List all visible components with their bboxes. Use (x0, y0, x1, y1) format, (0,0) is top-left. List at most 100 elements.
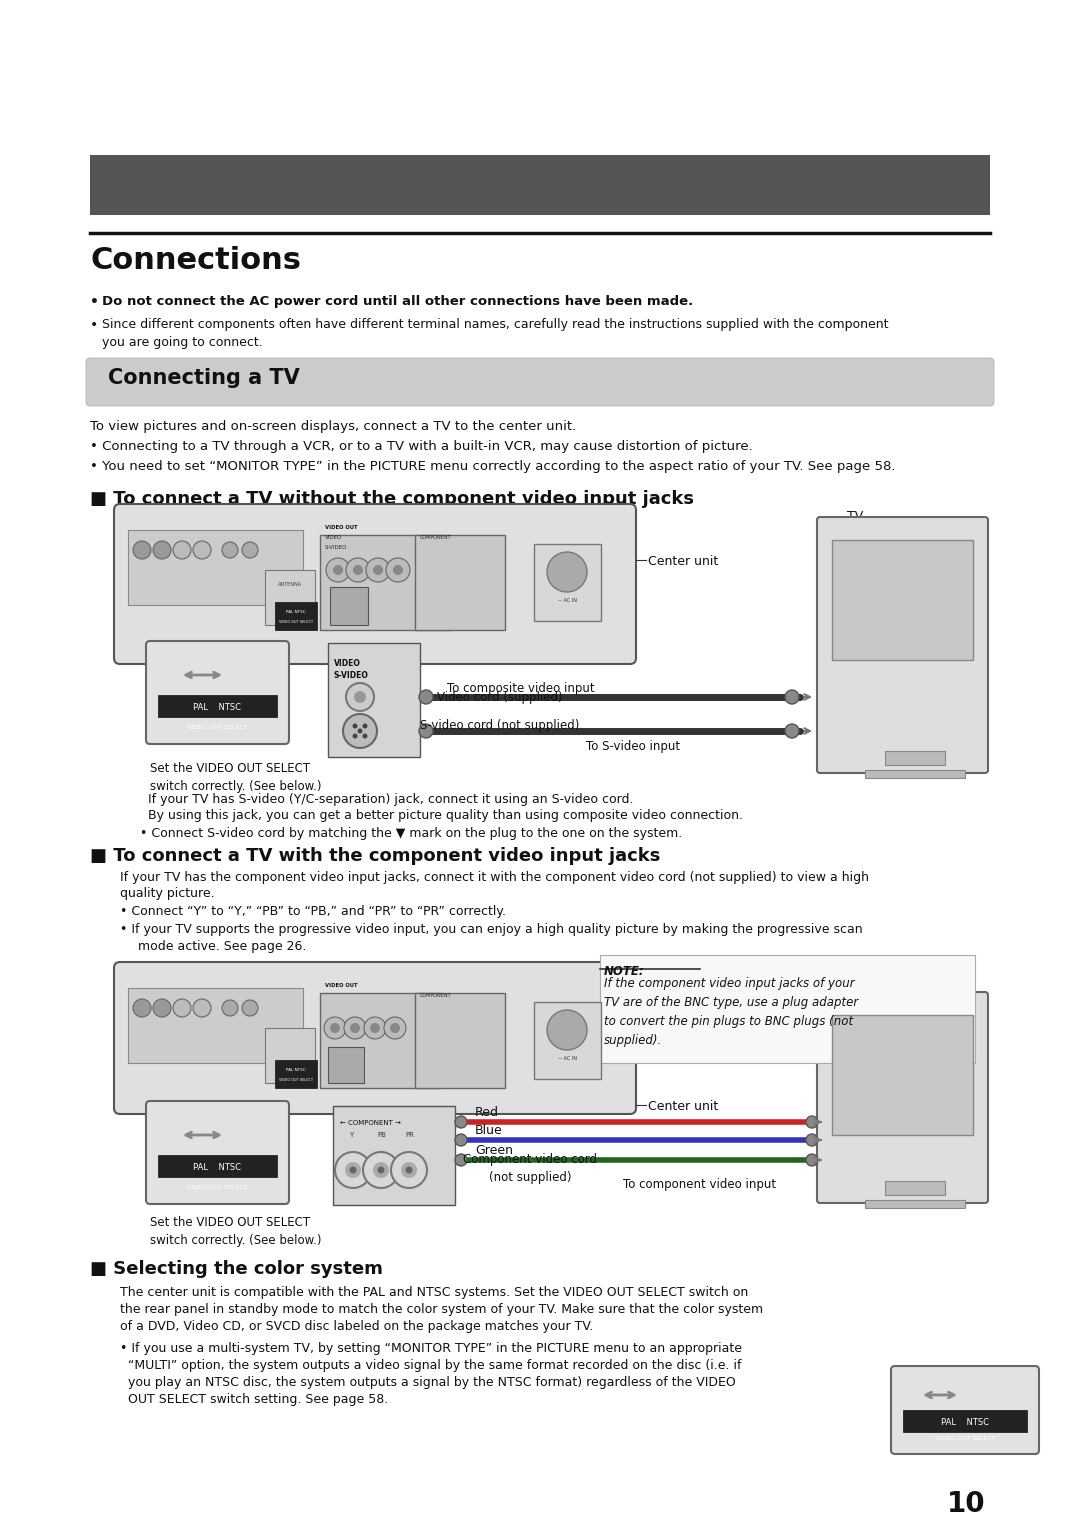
Text: PAL    NTSC: PAL NTSC (193, 1164, 241, 1173)
FancyBboxPatch shape (146, 641, 289, 745)
Circle shape (153, 998, 171, 1017)
Bar (903, 1410, 1027, 1433)
Circle shape (370, 1023, 380, 1034)
Circle shape (419, 725, 433, 739)
Text: If the component video input jacks of your: If the component video input jacks of yo… (604, 977, 854, 989)
Bar (865, 1200, 966, 1208)
Circle shape (363, 1151, 399, 1188)
Circle shape (393, 566, 403, 575)
Text: supplied).: supplied). (604, 1034, 662, 1047)
Text: PAL NTSC: PAL NTSC (286, 610, 306, 615)
Circle shape (352, 734, 357, 739)
Circle shape (173, 998, 191, 1017)
Circle shape (363, 734, 367, 739)
Circle shape (335, 1151, 372, 1188)
Circle shape (350, 1023, 360, 1034)
Text: To component video input: To component video input (623, 1177, 777, 1191)
Bar (330, 587, 368, 625)
Bar (90, 154, 990, 216)
Circle shape (806, 1116, 818, 1128)
Bar (600, 956, 975, 1063)
Text: ■ To connect a TV without the component video input jacks: ■ To connect a TV without the component … (90, 489, 694, 508)
Circle shape (546, 1011, 588, 1050)
Text: If your TV has the component video input jacks, connect it with the component vi: If your TV has the component video input… (120, 872, 869, 884)
Circle shape (405, 1167, 413, 1173)
Circle shape (346, 558, 370, 583)
Bar (275, 1060, 318, 1089)
Circle shape (222, 1000, 238, 1015)
Text: VIDEO OUT: VIDEO OUT (325, 524, 357, 531)
Text: Component video cord
(not supplied): Component video cord (not supplied) (463, 1153, 597, 1183)
Text: Do not connect the AC power cord until all other connections have been made.: Do not connect the AC power cord until a… (102, 295, 693, 307)
Bar (885, 751, 945, 764)
Circle shape (391, 1151, 427, 1188)
Circle shape (326, 558, 350, 583)
Bar (415, 535, 505, 630)
Circle shape (785, 690, 799, 703)
Circle shape (390, 1023, 400, 1034)
Text: ■ Selecting the color system: ■ Selecting the color system (90, 1260, 383, 1278)
Text: If your TV has S-video (Y/C-separation) jack, connect it using an S-video cord.: If your TV has S-video (Y/C-separation) … (140, 794, 634, 806)
Bar (275, 602, 318, 630)
Circle shape (455, 1154, 467, 1167)
Text: VIDEO OUT SELECT: VIDEO OUT SELECT (279, 1078, 313, 1083)
Text: ← COMPONENT →: ← COMPONENT → (340, 1121, 401, 1125)
Bar (158, 1154, 276, 1177)
Circle shape (455, 1116, 467, 1128)
Bar (832, 1015, 973, 1135)
Text: Center unit: Center unit (648, 1099, 718, 1113)
Circle shape (345, 1017, 366, 1040)
Text: of a DVD, Video CD, or SVCD disc labeled on the package matches your TV.: of a DVD, Video CD, or SVCD disc labeled… (120, 1320, 593, 1333)
Circle shape (242, 1000, 258, 1015)
Circle shape (352, 723, 357, 728)
Circle shape (222, 541, 238, 558)
Circle shape (173, 541, 191, 560)
Text: PAL    NTSC: PAL NTSC (193, 703, 241, 713)
Circle shape (153, 541, 171, 560)
Text: S-VIDEO: S-VIDEO (334, 671, 369, 680)
Text: To S-video input: To S-video input (585, 740, 680, 752)
Circle shape (373, 1162, 389, 1177)
Text: VIDEO: VIDEO (325, 535, 342, 540)
Text: Video cord (supplied): Video cord (supplied) (437, 691, 563, 703)
Text: VIDEO OUT: VIDEO OUT (325, 983, 357, 988)
Text: VIDEO: VIDEO (334, 659, 361, 668)
Circle shape (133, 541, 151, 560)
Text: Green: Green (475, 1144, 513, 1157)
Text: Connecting a TV: Connecting a TV (108, 368, 300, 388)
Circle shape (350, 1167, 356, 1173)
FancyBboxPatch shape (891, 1365, 1039, 1454)
FancyBboxPatch shape (86, 358, 994, 407)
Text: • Connecting to a TV through a VCR, or to a TV with a built-in VCR, may cause di: • Connecting to a TV through a VCR, or t… (90, 440, 753, 453)
Bar (865, 771, 966, 778)
Bar (265, 570, 315, 625)
Bar (158, 696, 276, 717)
Text: VIDEO OUT SELECT: VIDEO OUT SELECT (187, 725, 247, 729)
FancyBboxPatch shape (816, 517, 988, 774)
Text: you are going to connect.: you are going to connect. (102, 336, 262, 349)
Text: To composite video input: To composite video input (447, 682, 595, 696)
Circle shape (401, 1162, 417, 1177)
Bar (320, 535, 450, 630)
Circle shape (330, 1023, 340, 1034)
Text: Blue: Blue (475, 1124, 503, 1138)
Text: VIDEO OUT SELECT: VIDEO OUT SELECT (934, 1436, 996, 1440)
Circle shape (366, 558, 390, 583)
Circle shape (346, 683, 374, 711)
Text: • Connect S-video cord by matching the ▼ mark on the plug to the one on the syst: • Connect S-video cord by matching the ▼… (140, 827, 683, 839)
FancyBboxPatch shape (816, 992, 988, 1203)
Text: ■ To connect a TV with the component video input jacks: ■ To connect a TV with the component vid… (90, 847, 660, 865)
Circle shape (806, 1154, 818, 1167)
Text: PB: PB (377, 1131, 386, 1138)
Text: Center unit: Center unit (648, 555, 718, 567)
Text: to convert the pin plugs to BNC plugs (not: to convert the pin plugs to BNC plugs (n… (604, 1015, 853, 1027)
Text: PR: PR (405, 1131, 414, 1138)
Text: quality picture.: quality picture. (120, 887, 215, 901)
Circle shape (345, 1162, 361, 1177)
Text: Y: Y (349, 1131, 353, 1138)
FancyBboxPatch shape (534, 1001, 600, 1079)
Circle shape (455, 1135, 467, 1147)
Text: Set the VIDEO OUT SELECT
switch correctly. (See below.): Set the VIDEO OUT SELECT switch correctl… (150, 761, 322, 794)
Circle shape (242, 541, 258, 558)
Text: Connections: Connections (90, 246, 301, 275)
